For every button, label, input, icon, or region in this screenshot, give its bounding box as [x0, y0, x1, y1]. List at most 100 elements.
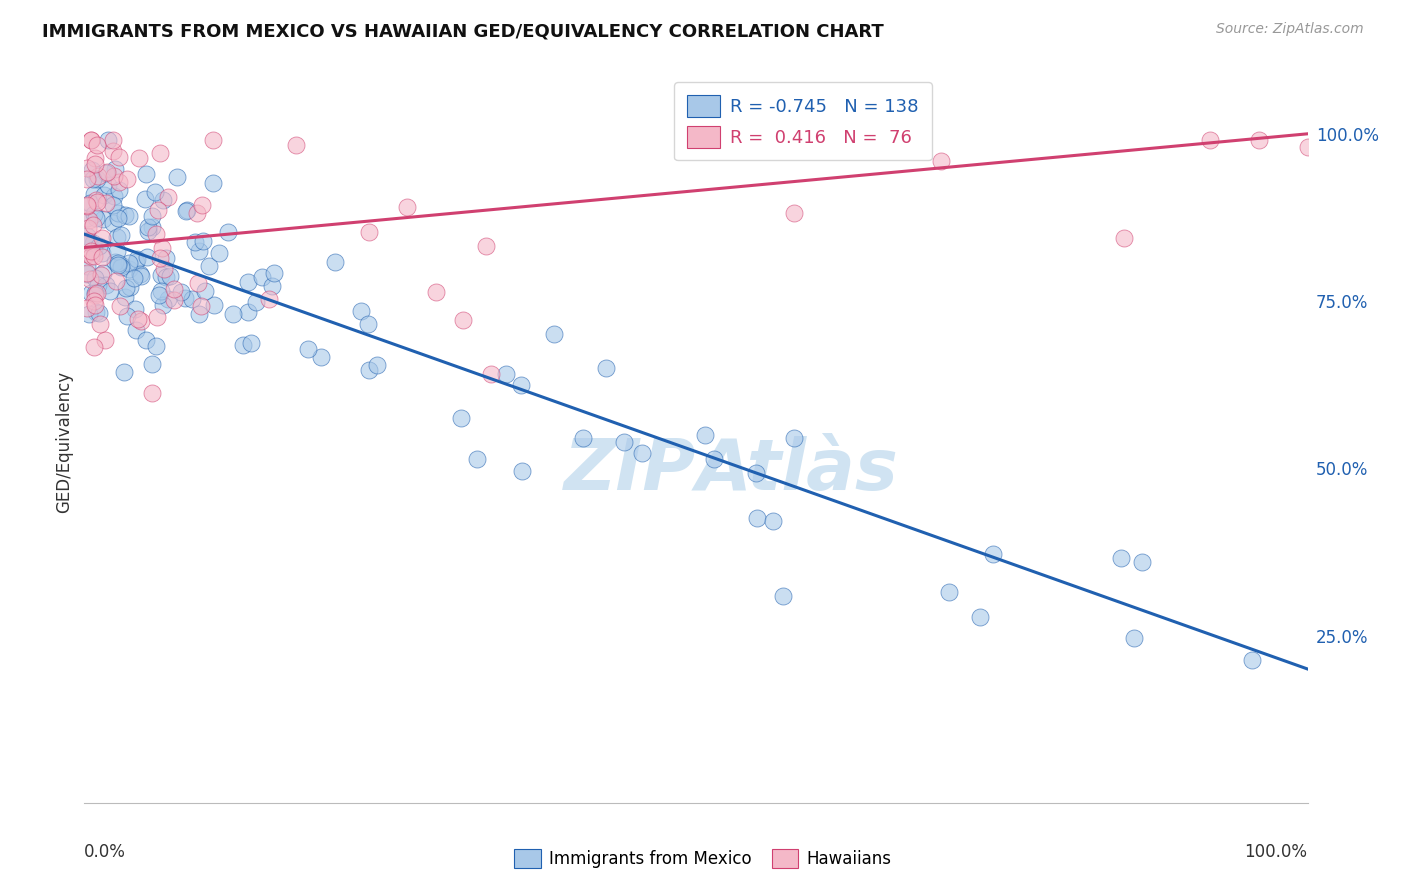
Point	[969, 609, 991, 624]
Point	[76, 161, 98, 175]
Point	[86, 194, 108, 209]
Point	[104, 274, 127, 288]
Point	[163, 293, 186, 308]
Point	[108, 150, 131, 164]
Point	[76, 211, 98, 226]
Text: 100.0%: 100.0%	[1244, 843, 1308, 861]
Point	[323, 255, 346, 269]
Point	[149, 251, 172, 265]
Point	[194, 284, 217, 298]
Point	[76, 266, 98, 280]
Point	[236, 305, 259, 319]
Point	[285, 137, 308, 152]
Point	[135, 167, 157, 181]
Point	[495, 367, 517, 381]
Point	[77, 213, 100, 227]
Point	[198, 259, 221, 273]
Point	[695, 427, 717, 442]
Point	[136, 220, 159, 235]
Text: 0.0%: 0.0%	[84, 843, 127, 861]
Point	[83, 271, 105, 285]
Point	[114, 208, 136, 222]
Point	[76, 247, 98, 261]
Point	[232, 338, 254, 352]
Point	[260, 279, 283, 293]
Point	[101, 134, 124, 148]
Point	[82, 172, 104, 186]
Point	[509, 378, 531, 392]
Point	[1247, 134, 1270, 148]
Point	[83, 242, 105, 256]
Point	[84, 157, 107, 171]
Point	[125, 254, 148, 268]
Point	[84, 298, 107, 312]
Point	[83, 207, 105, 221]
Point	[465, 452, 488, 467]
Point	[115, 172, 138, 186]
Point	[153, 262, 176, 277]
Point	[76, 301, 98, 315]
Point	[155, 251, 177, 265]
Point	[149, 268, 172, 283]
Point	[174, 291, 197, 305]
Point	[110, 259, 132, 273]
Point	[91, 266, 114, 280]
Point	[143, 186, 166, 200]
Point	[217, 225, 239, 239]
Point	[91, 231, 114, 245]
Point	[83, 249, 105, 263]
Point	[118, 255, 141, 269]
Point	[114, 290, 136, 304]
Point	[118, 261, 141, 276]
Point	[981, 547, 1004, 561]
Point	[176, 202, 198, 217]
Point	[141, 385, 163, 400]
Point	[747, 511, 769, 525]
Point	[104, 161, 127, 176]
Point	[150, 241, 173, 255]
Point	[149, 146, 172, 161]
Point	[613, 435, 636, 450]
Point	[170, 285, 193, 299]
Point	[187, 244, 209, 258]
Point	[630, 446, 652, 460]
Point	[239, 335, 262, 350]
Point	[190, 299, 212, 313]
Point	[263, 267, 285, 281]
Point	[86, 285, 108, 300]
Point	[76, 228, 98, 243]
Point	[938, 585, 960, 599]
Point	[202, 298, 225, 312]
Point	[115, 309, 138, 323]
Point	[76, 267, 98, 281]
Text: Atlàs: Atlàs	[696, 436, 898, 505]
Point	[94, 196, 117, 211]
Point	[180, 292, 202, 306]
Point	[97, 134, 120, 148]
Text: Source: ZipAtlas.com: Source: ZipAtlas.com	[1216, 22, 1364, 37]
Point	[107, 230, 129, 244]
Point	[110, 260, 132, 274]
Point	[146, 203, 169, 218]
Point	[157, 190, 180, 204]
Point	[187, 308, 209, 322]
Point	[101, 198, 124, 212]
Point	[110, 228, 132, 243]
Point	[93, 187, 115, 202]
Point	[76, 197, 98, 211]
Point	[148, 287, 170, 301]
Point	[357, 317, 380, 331]
Legend: R = -0.745   N = 138, R =  0.416   N =  76: R = -0.745 N = 138, R = 0.416 N = 76	[675, 82, 932, 161]
Y-axis label: GED/Equivalency: GED/Equivalency	[55, 370, 73, 513]
Point	[138, 224, 160, 238]
Point	[152, 298, 174, 312]
Point	[187, 277, 209, 291]
Point	[357, 362, 380, 376]
Legend: Immigrants from Mexico, Hawaiians: Immigrants from Mexico, Hawaiians	[508, 843, 898, 875]
Point	[89, 317, 111, 331]
Point	[259, 292, 281, 306]
Point	[782, 431, 804, 445]
Point	[91, 212, 114, 227]
Point	[783, 206, 806, 220]
Point	[94, 278, 117, 293]
